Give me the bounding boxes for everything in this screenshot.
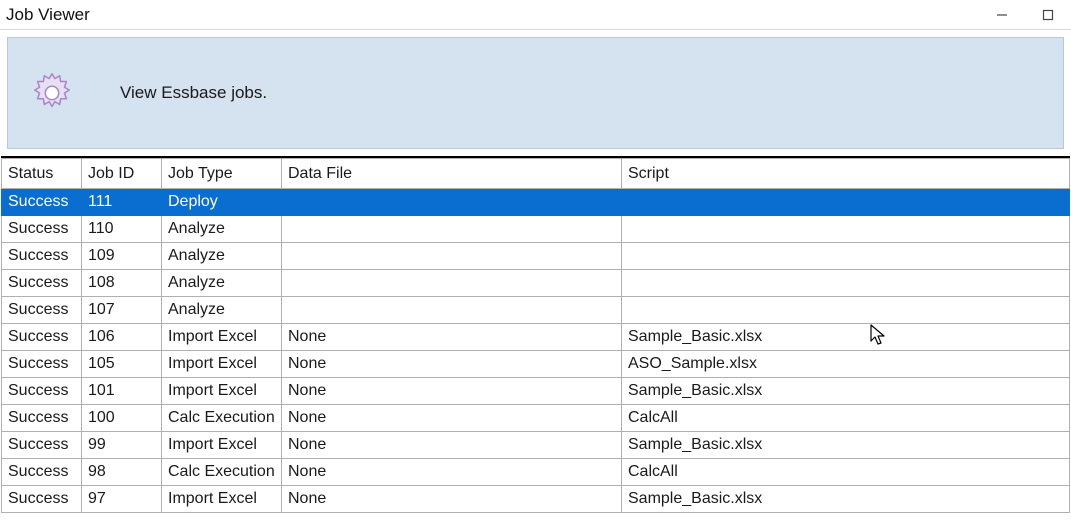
- cell-job_type: Calc Execution: [162, 405, 282, 432]
- cell-data_file: [282, 297, 622, 324]
- cell-script: CalcAll: [622, 405, 1070, 432]
- cell-status: Success: [2, 432, 82, 459]
- cell-job_type: Import Excel: [162, 432, 282, 459]
- cell-status: Success: [2, 189, 82, 216]
- table-row[interactable]: Success108Analyze: [2, 270, 1070, 297]
- cell-status: Success: [2, 324, 82, 351]
- cell-script: [622, 270, 1070, 297]
- cell-status: Success: [2, 405, 82, 432]
- cell-job_id: 110: [82, 216, 162, 243]
- cell-data_file: [282, 270, 622, 297]
- info-banner: View Essbase jobs.: [7, 37, 1064, 149]
- cell-status: Success: [2, 216, 82, 243]
- col-header-jobid[interactable]: Job ID: [82, 159, 162, 189]
- col-header-status[interactable]: Status: [2, 159, 82, 189]
- jobs-table-container: Status Job ID Job Type Data File Script …: [1, 156, 1070, 513]
- cell-script: [622, 216, 1070, 243]
- cell-job_type: Analyze: [162, 270, 282, 297]
- table-row[interactable]: Success105Import ExcelNoneASO_Sample.xls…: [2, 351, 1070, 378]
- cell-job_type: Import Excel: [162, 378, 282, 405]
- cell-data_file: [282, 243, 622, 270]
- cell-data_file: None: [282, 432, 622, 459]
- cell-script: Sample_Basic.xlsx: [622, 324, 1070, 351]
- cell-job_id: 111: [82, 189, 162, 216]
- table-row[interactable]: Success98Calc ExecutionNoneCalcAll: [2, 459, 1070, 486]
- table-row[interactable]: Success97Import ExcelNoneSample_Basic.xl…: [2, 486, 1070, 513]
- col-header-script[interactable]: Script: [622, 159, 1070, 189]
- cell-data_file: None: [282, 405, 622, 432]
- cell-job_type: Deploy: [162, 189, 282, 216]
- cell-data_file: [282, 189, 622, 216]
- cell-job_id: 108: [82, 270, 162, 297]
- cell-job_id: 97: [82, 486, 162, 513]
- window-title: Job Viewer: [6, 5, 90, 25]
- minimize-icon: [996, 9, 1008, 21]
- table-row[interactable]: Success100Calc ExecutionNoneCalcAll: [2, 405, 1070, 432]
- table-row[interactable]: Success107Analyze: [2, 297, 1070, 324]
- table-row[interactable]: Success109Analyze: [2, 243, 1070, 270]
- cell-status: Success: [2, 459, 82, 486]
- cell-status: Success: [2, 378, 82, 405]
- cell-job_id: 99: [82, 432, 162, 459]
- table-row[interactable]: Success110Analyze: [2, 216, 1070, 243]
- col-header-jobtype[interactable]: Job Type: [162, 159, 282, 189]
- cell-job_type: Analyze: [162, 243, 282, 270]
- cell-job_type: Import Excel: [162, 486, 282, 513]
- jobs-table[interactable]: Status Job ID Job Type Data File Script …: [1, 158, 1070, 513]
- cell-script: Sample_Basic.xlsx: [622, 486, 1070, 513]
- cell-status: Success: [2, 486, 82, 513]
- banner-description: View Essbase jobs.: [120, 83, 267, 103]
- cell-job_id: 101: [82, 378, 162, 405]
- cell-job_id: 98: [82, 459, 162, 486]
- cell-script: [622, 297, 1070, 324]
- table-row[interactable]: Success106Import ExcelNoneSample_Basic.x…: [2, 324, 1070, 351]
- cell-job_type: Import Excel: [162, 324, 282, 351]
- maximize-icon: [1042, 9, 1054, 21]
- cell-script: CalcAll: [622, 459, 1070, 486]
- col-header-datafile[interactable]: Data File: [282, 159, 622, 189]
- cell-script: ASO_Sample.xlsx: [622, 351, 1070, 378]
- cell-status: Success: [2, 270, 82, 297]
- cell-job_id: 100: [82, 405, 162, 432]
- cell-script: Sample_Basic.xlsx: [622, 378, 1070, 405]
- cell-script: [622, 243, 1070, 270]
- cell-data_file: None: [282, 324, 622, 351]
- cell-data_file: None: [282, 351, 622, 378]
- cell-job_id: 106: [82, 324, 162, 351]
- cell-job_type: Calc Execution: [162, 459, 282, 486]
- minimize-button[interactable]: [979, 0, 1025, 29]
- table-row[interactable]: Success101Import ExcelNoneSample_Basic.x…: [2, 378, 1070, 405]
- cell-data_file: None: [282, 486, 622, 513]
- cell-status: Success: [2, 351, 82, 378]
- jobs-table-body: Success111DeploySuccess110AnalyzeSuccess…: [2, 189, 1070, 513]
- cell-status: Success: [2, 297, 82, 324]
- cell-status: Success: [2, 243, 82, 270]
- cell-script: [622, 189, 1070, 216]
- cell-job_id: 109: [82, 243, 162, 270]
- table-row[interactable]: Success99Import ExcelNoneSample_Basic.xl…: [2, 432, 1070, 459]
- maximize-button[interactable]: [1025, 0, 1071, 29]
- cell-job_type: Import Excel: [162, 351, 282, 378]
- cell-job_type: Analyze: [162, 216, 282, 243]
- gear-icon: [26, 67, 78, 119]
- cell-script: Sample_Basic.xlsx: [622, 432, 1070, 459]
- cell-data_file: None: [282, 378, 622, 405]
- window-controls: [979, 0, 1071, 29]
- table-row[interactable]: Success111Deploy: [2, 189, 1070, 216]
- cell-job_id: 105: [82, 351, 162, 378]
- cell-job_type: Analyze: [162, 297, 282, 324]
- table-header-row[interactable]: Status Job ID Job Type Data File Script: [2, 159, 1070, 189]
- cell-data_file: None: [282, 459, 622, 486]
- window-titlebar: Job Viewer: [0, 0, 1071, 30]
- cell-job_id: 107: [82, 297, 162, 324]
- cell-data_file: [282, 216, 622, 243]
